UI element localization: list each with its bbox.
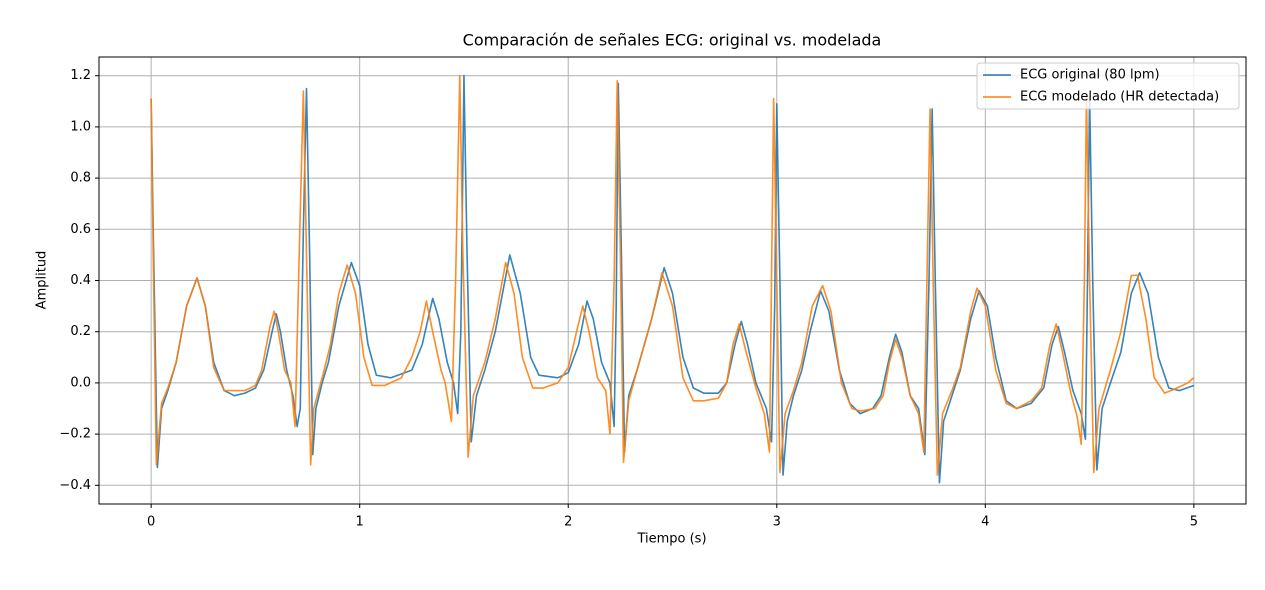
legend-label: ECG original (80 lpm) xyxy=(1020,68,1160,83)
legend-box xyxy=(976,62,1240,110)
y-tick-label: 0.4 xyxy=(70,273,91,288)
legend-label: ECG modelado (HR detectada) xyxy=(1020,90,1219,105)
y-axis-label: Amplitud xyxy=(35,251,50,310)
y-tick-label: 0.6 xyxy=(70,222,91,237)
y-tick-label: 0.2 xyxy=(70,324,91,339)
x-tick-label: 0 xyxy=(147,515,155,530)
plot-area xyxy=(150,74,1195,484)
x-axis-label: Tiempo (s) xyxy=(636,532,706,547)
y-tick-label: 1.0 xyxy=(70,119,91,134)
x-tick-label: 1 xyxy=(356,515,364,530)
x-tick-label: 5 xyxy=(1190,515,1198,530)
x-tick-label: 4 xyxy=(981,515,989,530)
legend: ECG original (80 lpm) ECG modelado (HR de… xyxy=(976,62,1240,110)
y-tick-label: −0.4 xyxy=(59,478,91,493)
chart-title: Comparación de señales ECG: original vs.… xyxy=(463,31,882,50)
x-tick-label: 3 xyxy=(773,515,781,530)
series-line xyxy=(150,74,1195,476)
series-line xyxy=(150,74,1195,484)
x-tick-label: 2 xyxy=(564,515,572,530)
y-tick-label: 1.2 xyxy=(70,68,91,83)
y-tick-label: −0.2 xyxy=(59,427,91,442)
y-tick-label: 0.8 xyxy=(70,171,91,186)
y-tick-label: 0.0 xyxy=(70,375,91,390)
